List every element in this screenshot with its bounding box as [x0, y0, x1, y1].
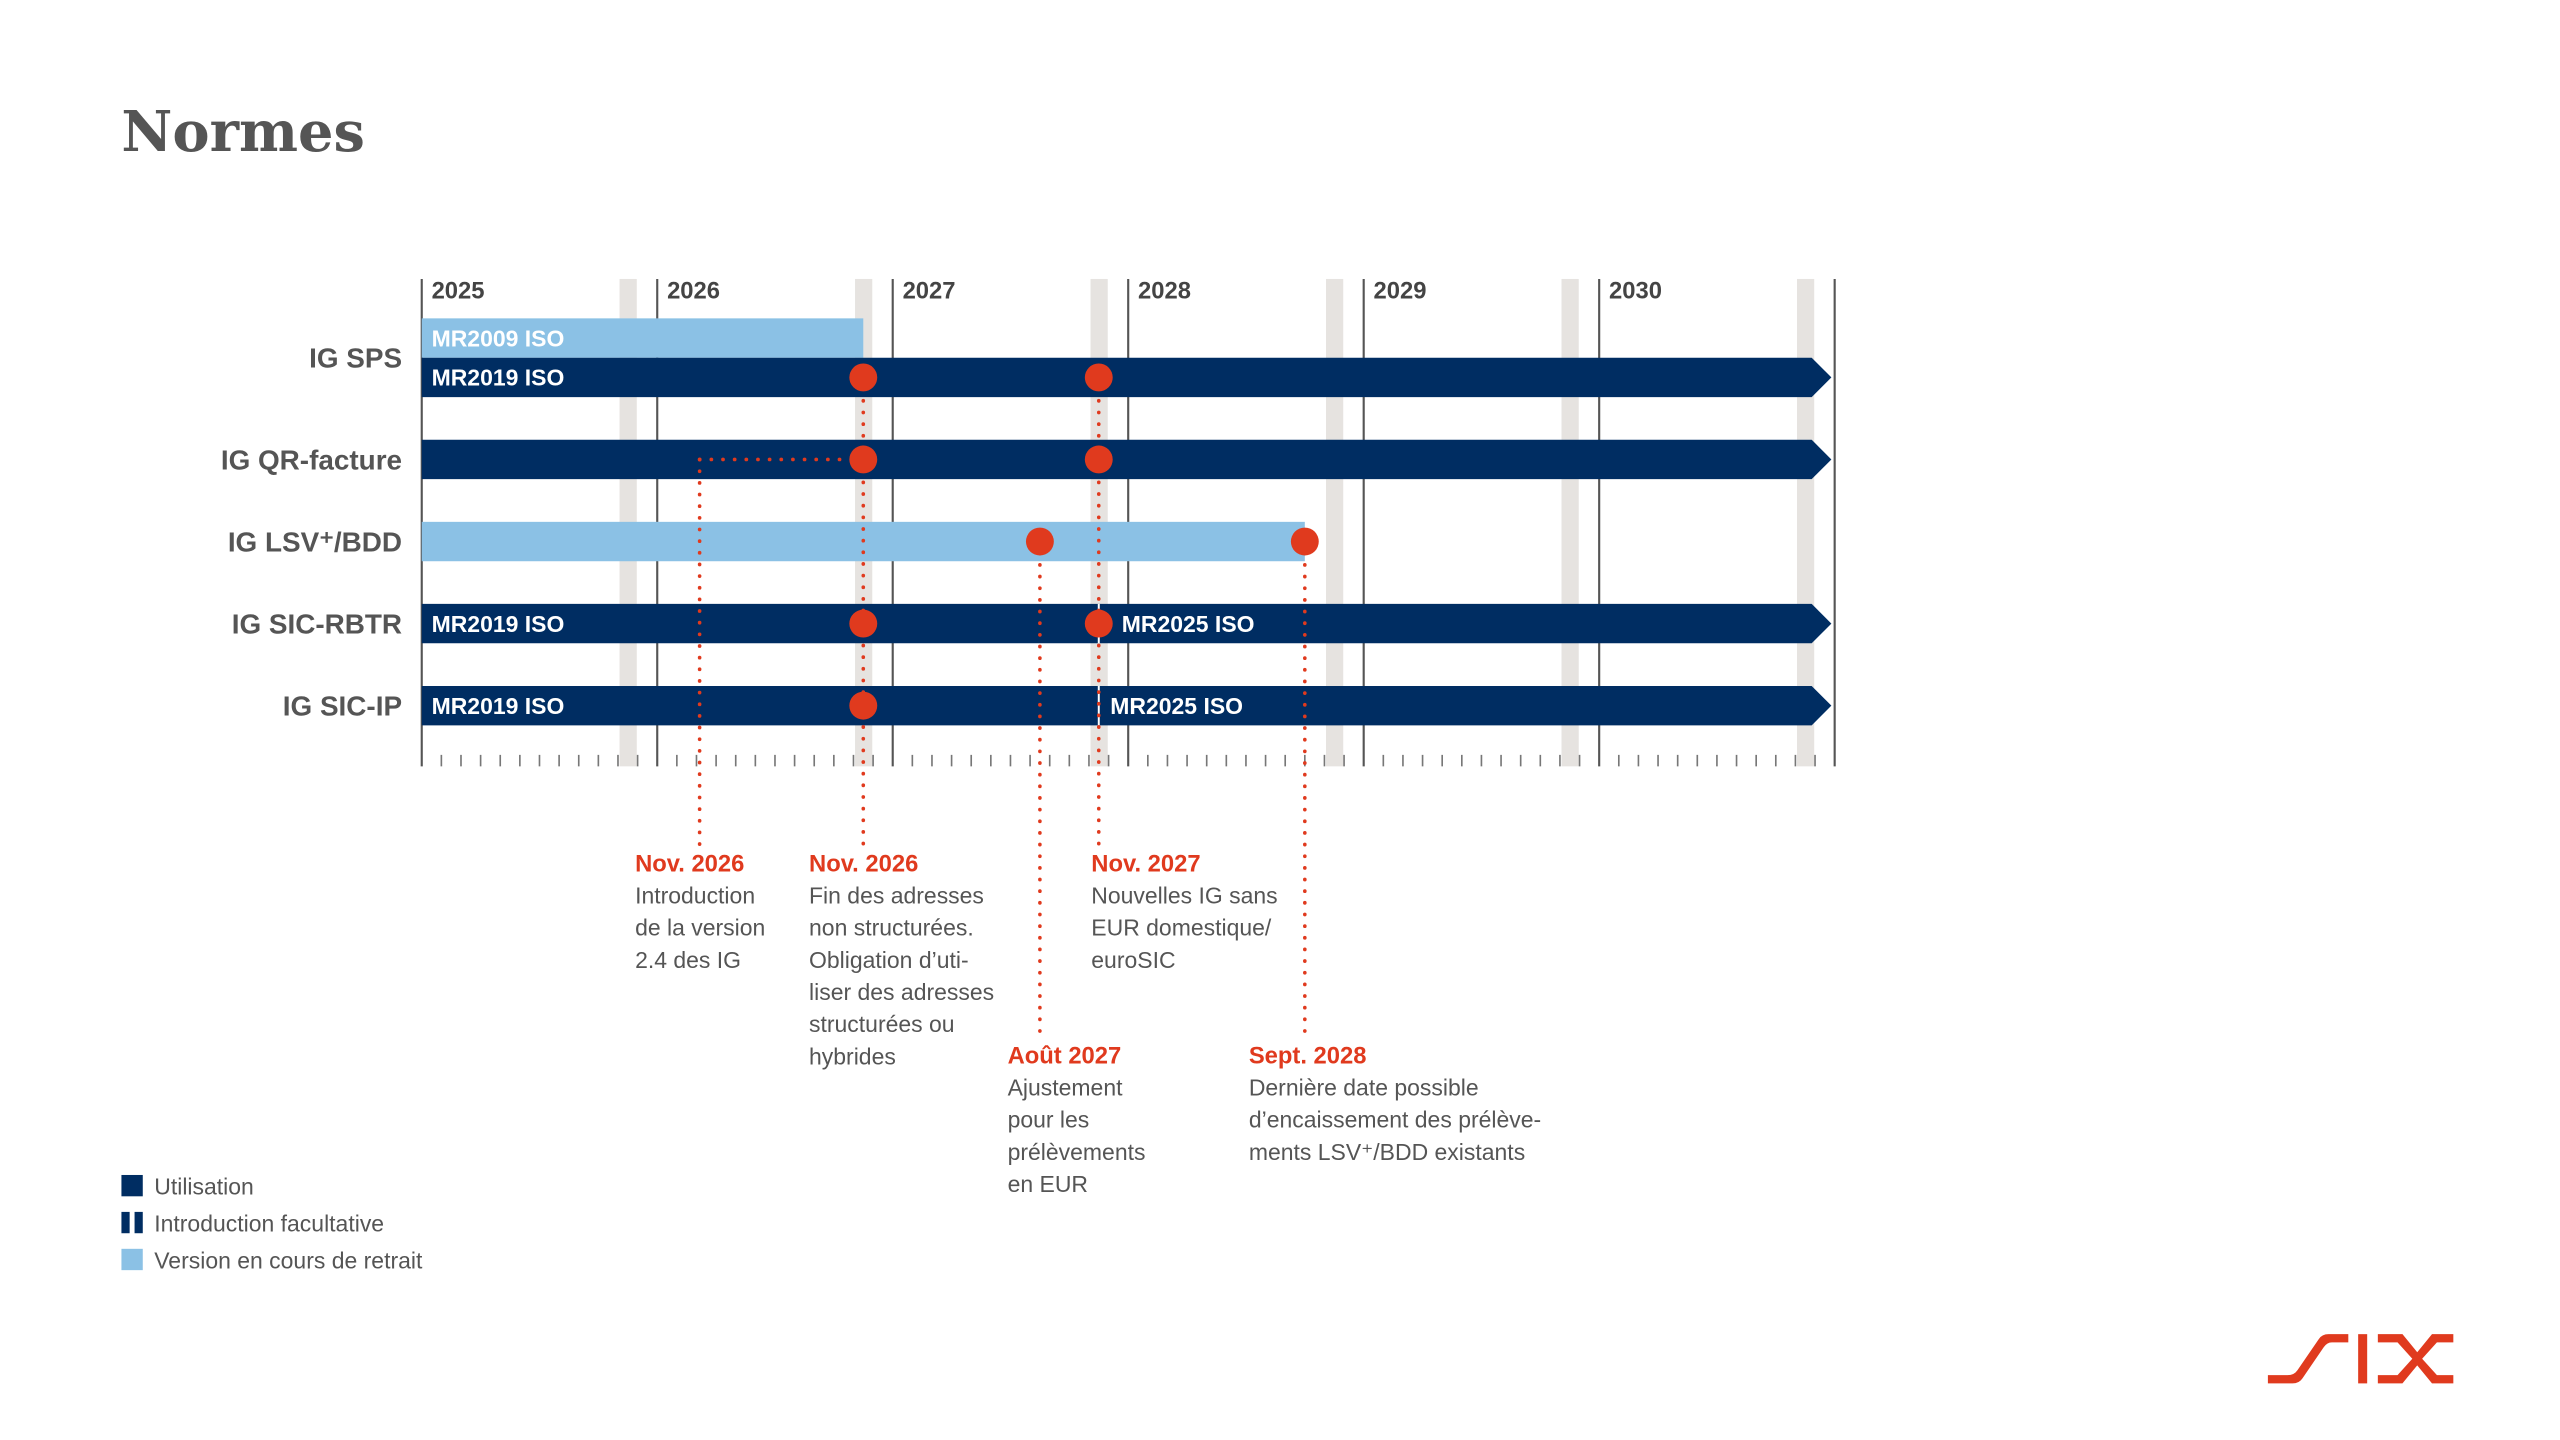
- annotation-text: de la version: [635, 915, 765, 941]
- legend-label: Introduction facultative: [154, 1211, 384, 1237]
- legend-swatch-split: [121, 1211, 130, 1234]
- annotation-text: Dernière date possible: [1249, 1075, 1479, 1101]
- annotation-text: EUR domestique/: [1091, 915, 1272, 941]
- annotation-text: d’encaissement des prélève-: [1249, 1107, 1541, 1133]
- page-title: Normes: [121, 100, 365, 165]
- annotation-text: Nouvelles IG sans: [1091, 883, 1277, 909]
- annotation-text: Obligation d’uti-: [809, 947, 969, 973]
- annotations: Nov. 2026 Introduction de la version 2.4 de…: [635, 850, 1541, 1197]
- annotation-text: en EUR: [1008, 1171, 1088, 1197]
- legend-swatch: [121, 1248, 143, 1271]
- annotation-date: Sept. 2028: [1249, 1042, 1367, 1069]
- legend-swatch: [121, 1174, 143, 1197]
- year-label: 2026: [667, 278, 720, 305]
- milestone-dot: [849, 363, 878, 392]
- bar-label: MR2019 ISO: [432, 611, 565, 637]
- row-label: IG SIC-RBTR: [232, 608, 402, 639]
- annotation-text: Fin des adresses: [809, 883, 984, 909]
- annotation-text: Ajustement: [1008, 1075, 1124, 1101]
- milestones: [849, 363, 1319, 720]
- milestone-dot: [1084, 609, 1113, 638]
- bar-label: MR2025 ISO: [1122, 611, 1255, 637]
- annotation-text: euroSIC: [1091, 947, 1175, 973]
- milestone-dot: [1084, 445, 1113, 474]
- grey-band: [1796, 278, 1815, 767]
- annotation-date: Août 2027: [1008, 1042, 1122, 1069]
- row-label: IG SIC-IP: [283, 690, 402, 721]
- row-label: IG QR-facture: [221, 444, 402, 475]
- year-label: 2029: [1374, 278, 1427, 305]
- annotation-text: pour les: [1008, 1107, 1090, 1133]
- milestone-dot: [1025, 527, 1054, 556]
- year-label: 2027: [903, 278, 956, 305]
- annotation-text: structurées ou: [809, 1011, 955, 1037]
- timeline-rows: IG SPS MR2009 ISO MR2019 ISO IG QR-facture I…: [221, 318, 1832, 726]
- milestone-dot: [1084, 363, 1113, 392]
- bar-usage: [421, 685, 1832, 726]
- year-label: 2028: [1138, 278, 1191, 305]
- annotation-text: hybrides: [809, 1043, 896, 1069]
- bar-usage: [421, 357, 1832, 398]
- bar-label: MR2019 ISO: [432, 693, 565, 719]
- year-label: 2025: [432, 278, 485, 305]
- bar-usage: [421, 603, 1832, 644]
- legend-swatch-split: [134, 1211, 143, 1234]
- bar-usage: [421, 439, 1832, 480]
- annotation-text: Introduction: [635, 883, 755, 909]
- bar-label: MR2019 ISO: [432, 365, 565, 391]
- six-logo: [2267, 1334, 2454, 1384]
- row-label: IG LSV⁺/BDD: [228, 526, 402, 557]
- annotation-text: 2.4 des IG: [635, 947, 741, 973]
- annotation-text: liser des adresses: [809, 979, 994, 1005]
- annotation-date: Nov. 2026: [809, 850, 918, 877]
- annotation-text: prélèvements: [1008, 1139, 1146, 1165]
- legend-label: Utilisation: [154, 1174, 254, 1200]
- grey-bands: [619, 278, 1815, 767]
- milestone-dot: [1290, 527, 1319, 556]
- milestone-dot: [849, 609, 878, 638]
- annotation-date: Nov. 2026: [635, 850, 744, 877]
- milestone-dot: [849, 691, 878, 720]
- bar-label: MR2025 ISO: [1110, 693, 1243, 719]
- year-label: 2030: [1609, 278, 1662, 305]
- grey-band: [1326, 278, 1344, 767]
- annotation-date: Nov. 2027: [1091, 850, 1200, 877]
- annotation-text: ments LSV⁺/BDD existants: [1249, 1139, 1525, 1165]
- legend-label: Version en cours de retrait: [154, 1248, 423, 1274]
- grey-band: [1561, 278, 1579, 767]
- annotation-text: non structurées.: [809, 915, 974, 941]
- row-label: IG SPS: [309, 343, 402, 374]
- legend: Utilisation Introduction facultative Versi…: [121, 1174, 423, 1274]
- bar-label: MR2009 ISO: [432, 325, 565, 351]
- bar-retiring: [421, 318, 864, 358]
- milestone-dot: [849, 445, 878, 474]
